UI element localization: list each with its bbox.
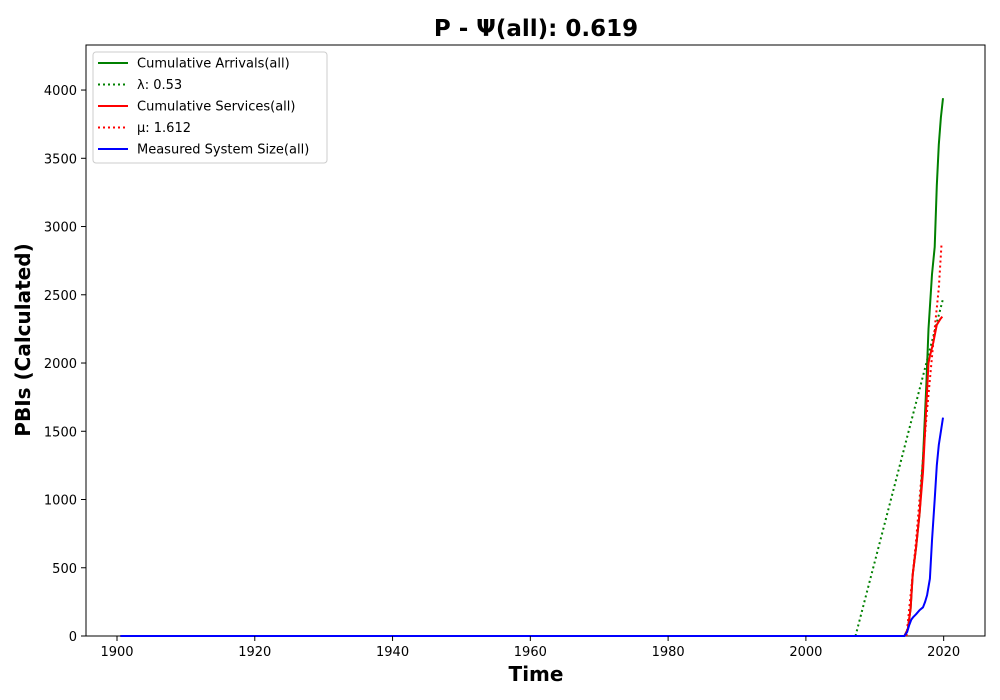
series-layer: [120, 98, 944, 637]
x-tick-label: 2000: [789, 645, 822, 660]
legend-label: Cumulative Services(all): [137, 100, 295, 115]
y-tick-label: 4000: [44, 84, 77, 99]
series-line-1: [120, 98, 944, 637]
legend-label: Measured System Size(all): [137, 143, 309, 158]
legend-box: [92, 51, 328, 164]
y-tick-label: 3500: [44, 152, 77, 167]
x-axis-label: Time: [509, 662, 564, 686]
x-axis-ticks: 1900 1920 1940 1960 1980 2000 2020: [100, 636, 960, 660]
series-line-3: [120, 315, 944, 637]
y-axis-label: PBIs (Calculated): [11, 243, 35, 436]
x-tick-label: 1960: [514, 645, 547, 660]
legend-label: μ: 1.612: [137, 121, 191, 136]
chart-title: P - Ψ(all): 0.619: [434, 16, 638, 42]
y-axis-ticks: 0 500 1000 1500 2000 2500 3000 3500 4000: [44, 84, 86, 645]
x-tick-label: 2020: [927, 645, 960, 660]
y-tick-label: 1500: [44, 425, 77, 440]
legend-label: λ: 0.53: [137, 78, 182, 93]
y-tick-label: 0: [69, 630, 77, 645]
y-tick-label: 500: [52, 562, 77, 577]
x-tick-label: 1920: [238, 645, 271, 660]
y-tick-label: 2000: [44, 357, 77, 372]
y-tick-label: 1000: [44, 494, 77, 509]
y-tick-label: 3000: [44, 221, 77, 236]
x-tick-label: 1980: [652, 645, 685, 660]
legend: Cumulative Arrivals(all) λ: 0.53 Cumulativ…: [92, 51, 328, 164]
series-line-2: [120, 298, 944, 637]
series-line-5: [120, 417, 944, 637]
legend-label: Cumulative Arrivals(all): [137, 57, 290, 72]
x-tick-label: 1900: [100, 645, 133, 660]
x-tick-label: 1940: [376, 645, 409, 660]
y-tick-label: 2500: [44, 289, 77, 304]
